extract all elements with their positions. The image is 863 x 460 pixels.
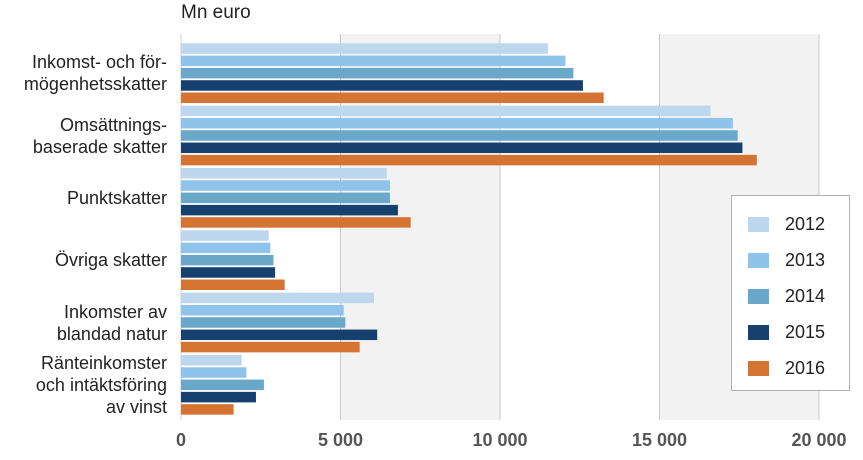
category-label-line: Inkomster av xyxy=(63,301,167,322)
bar-2015-cat1 xyxy=(181,142,743,154)
category-label-line: av vinst xyxy=(105,396,167,417)
category-label-line: och intäktsföring xyxy=(35,374,167,395)
category-label: Inkomst- och för-mögenhetsskatter xyxy=(24,51,167,95)
x-tick-label: 20 000 xyxy=(791,430,847,450)
legend-label: 2012 xyxy=(785,214,826,234)
category-label-line: baserade skatter xyxy=(32,136,167,157)
legend: 2012 2013 2014 2015 2016 xyxy=(731,195,850,391)
x-tick-label: 5 000 xyxy=(317,430,364,450)
bar-2016-cat4 xyxy=(181,341,360,353)
legend-label: 2016 xyxy=(785,358,826,378)
bar-2012-cat0 xyxy=(181,43,548,54)
bar-2014-cat1 xyxy=(181,130,738,141)
x-tick-label: 0 xyxy=(175,430,187,450)
bar-2012-cat5 xyxy=(181,354,242,366)
bar-2012-cat3 xyxy=(181,230,269,241)
bar-2014-cat2 xyxy=(181,192,390,204)
bar-2015-cat5 xyxy=(181,391,256,403)
bar-2012-cat4 xyxy=(181,292,374,304)
category-label-line: Omsättnings- xyxy=(59,114,167,135)
bar-2013-cat3 xyxy=(181,242,271,254)
bar-2015-cat4 xyxy=(181,329,378,341)
category-label: Inkomster av blandad natur xyxy=(57,301,167,345)
category-label-line: Övriga skatter xyxy=(54,250,167,271)
legend-label: 2014 xyxy=(785,286,826,306)
bar-2014-cat5 xyxy=(181,379,264,391)
bar-2012-cat1 xyxy=(181,105,711,117)
legend-swatch xyxy=(748,289,769,304)
legend-swatch xyxy=(748,253,769,268)
bar-2013-cat2 xyxy=(181,180,390,191)
bar-2012-cat2 xyxy=(181,167,387,179)
bar-2013-cat0 xyxy=(181,55,566,67)
legend-swatch xyxy=(748,361,769,376)
bar-2014-cat0 xyxy=(181,67,574,79)
category-label-line: Inkomst- och för- xyxy=(31,52,167,73)
category-label: Övriga skatter xyxy=(55,249,167,271)
category-label-line: Ränteinkomster xyxy=(40,352,167,373)
legend-label: 2015 xyxy=(785,322,826,342)
bar-2016-cat3 xyxy=(181,279,285,291)
bar-2013-cat1 xyxy=(181,117,733,129)
legend-swatch xyxy=(748,217,769,232)
category-label: Punktskatter xyxy=(67,187,167,209)
bar-2016-cat2 xyxy=(181,217,411,228)
legend-swatch xyxy=(748,325,769,340)
category-label-line: Punktskatter xyxy=(66,187,167,208)
category-label: Omsättnings-baserade skatter xyxy=(33,114,167,158)
bar-2016-cat1 xyxy=(181,154,757,166)
bar-2013-cat4 xyxy=(181,304,344,316)
legend-label: 2013 xyxy=(785,250,826,270)
bar-2016-cat0 xyxy=(181,92,604,104)
bar-2014-cat3 xyxy=(181,254,274,266)
unit-label: Mn euro xyxy=(181,2,251,23)
bar-2013-cat5 xyxy=(181,367,247,378)
bar-2016-cat5 xyxy=(181,404,234,415)
x-tick-label: 10 000 xyxy=(472,430,528,450)
bar-2014-cat4 xyxy=(181,317,346,328)
category-label: Ränteinkomster och intäktsföring av vinst xyxy=(36,352,167,418)
x-tick-label: 15 000 xyxy=(631,430,688,450)
category-label-line: blandad natur xyxy=(56,323,167,344)
category-label-line: mögenhetsskatter xyxy=(23,74,167,95)
bar-2015-cat0 xyxy=(181,80,583,91)
bar-2015-cat3 xyxy=(181,267,276,278)
bar-2015-cat2 xyxy=(181,204,398,216)
